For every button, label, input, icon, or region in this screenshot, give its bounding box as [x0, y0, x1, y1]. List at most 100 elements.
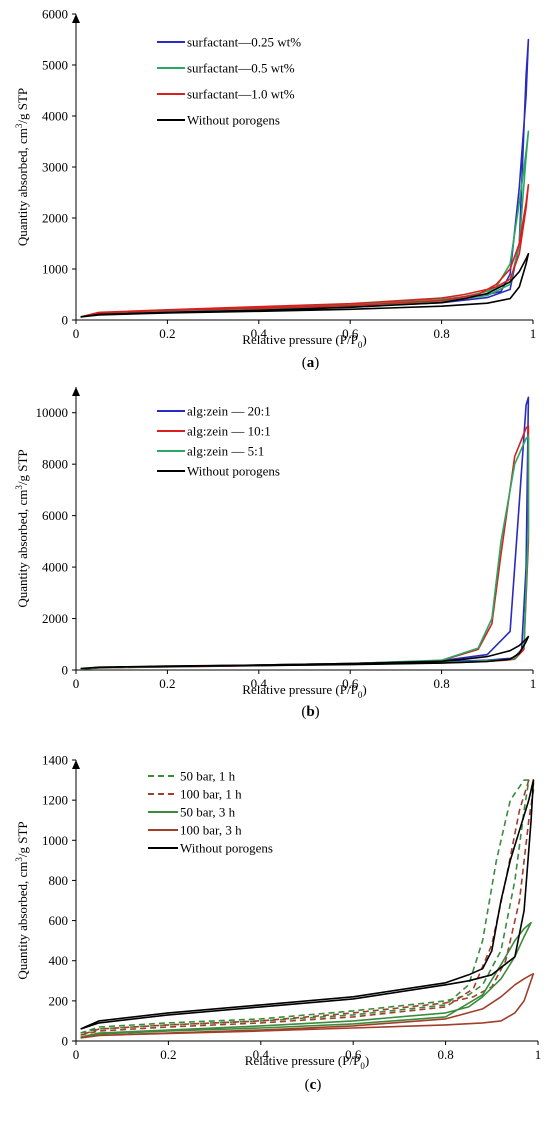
- x-axis-label-end: ): [362, 332, 366, 347]
- caption-letter: a: [307, 355, 315, 371]
- y-tick-label: 10000: [36, 405, 69, 420]
- x-axis-label: Relative pressure (P/P0): [245, 1053, 369, 1071]
- y-tick-label: 800: [49, 873, 69, 888]
- legend-label: Without porogens: [180, 841, 273, 856]
- y-axis-label-text: Quantity absorbed, cm: [15, 128, 30, 246]
- y-axis-label: Quantity absorbed, cm3/g STP: [14, 449, 30, 607]
- x-tick-label: 0: [73, 326, 80, 341]
- y-axis-arrow: [72, 387, 80, 396]
- y-axis-label: Quantity absorbed, cm3/g STP: [14, 88, 30, 246]
- x-axis-label-subscript: 0: [360, 1061, 365, 1071]
- y-axis-label: Quantity absorbed, cm3/g STP: [14, 821, 30, 979]
- series-line-4: [80, 635, 530, 670]
- series-line-3: [80, 435, 530, 670]
- y-tick-label: 5000: [42, 58, 68, 73]
- x-axis-label: Relative pressure (P/P0): [242, 332, 366, 350]
- x-axis-label-end: ): [365, 1053, 369, 1068]
- chart-panel-a: 0 0.2 0.4 0.6 0.8 1 0 1000 2000 3000 4000 5000 6000 R…: [14, 7, 536, 372]
- series-line-1: [80, 38, 530, 318]
- x-axis-label-text: Relative pressure (P/P: [245, 1053, 361, 1068]
- legend-label: alg:zein — 5:1: [187, 444, 264, 459]
- y-tick-label: 400: [49, 953, 69, 968]
- y-axis-label-end: /g STP: [15, 821, 30, 857]
- caption-close-paren: ): [315, 704, 320, 720]
- y-tick-label: 2000: [42, 211, 68, 226]
- series-line-4: [80, 972, 535, 1039]
- y-tick-label: 6000: [42, 7, 68, 22]
- x-tick-label: 0.2: [159, 676, 175, 691]
- legend: alg:zein — 20:1 alg:zein — 10:1 alg:zein —…: [157, 404, 280, 479]
- y-tick-label: 0: [62, 313, 69, 328]
- y-axis-label-text: Quantity absorbed, cm: [15, 862, 30, 980]
- legend: 50 bar, 1 h 100 bar, 1 h 50 bar, 3 h 100 ba…: [148, 769, 273, 856]
- legend-label: Without porogens: [187, 464, 280, 479]
- x-tick-label: 0.8: [433, 326, 449, 341]
- y-tick-label: 4000: [42, 560, 68, 575]
- x-tick-label: 0.2: [159, 326, 175, 341]
- panel-caption: (b): [301, 704, 319, 720]
- x-tick-label: 0.4: [253, 1047, 270, 1062]
- x-axis-label-text: Relative pressure (P/P: [242, 332, 358, 347]
- x-tick-label: 0.6: [345, 1047, 362, 1062]
- legend-label: Without porogens: [187, 113, 280, 128]
- chart-panel-b: 0 0.2 0.4 0.6 0.8 1 0 2000 4000 6000 8000 10000 Rela…: [14, 387, 536, 720]
- x-axis-label-subscript: 0: [358, 690, 363, 700]
- legend-label: surfactant—0.5 wt%: [187, 61, 295, 76]
- caption-open-paren: (: [302, 355, 307, 371]
- caption-close-paren: ): [316, 1077, 321, 1093]
- y-tick-label: 2000: [42, 611, 68, 626]
- y-axis-label-text: Quantity absorbed, cm: [15, 490, 30, 608]
- y-axis-label-superscript: 3: [14, 485, 24, 490]
- y-tick-label: 0: [62, 1034, 69, 1049]
- x-tick-label: 1: [530, 326, 537, 341]
- series-line-4: [80, 252, 530, 318]
- series-line-2: [80, 779, 535, 1036]
- legend-label: surfactant—1.0 wt%: [187, 87, 295, 102]
- series-line-3: [80, 921, 532, 1038]
- y-axis-label-superscript: 3: [14, 123, 24, 128]
- y-tick-label: 8000: [42, 457, 68, 472]
- legend-label: alg:zein — 20:1: [187, 404, 271, 419]
- y-tick-label: 1000: [42, 262, 68, 277]
- series-line-3: [80, 184, 530, 318]
- caption-open-paren: (: [301, 704, 306, 720]
- caption-letter: b: [306, 704, 314, 720]
- panel-caption: (c): [305, 1077, 322, 1093]
- x-axis-label-text: Relative pressure (P/P: [242, 682, 358, 697]
- chart-panel-c: 0 0.2 0.4 0.6 0.8 1 0 200 400 600 800 1000 1200 1400 R…: [14, 753, 541, 1094]
- y-axis-arrow: [72, 14, 80, 23]
- x-tick-label: 0: [73, 1047, 80, 1062]
- legend-label: 50 bar, 3 h: [180, 805, 236, 820]
- x-tick-label: 0.6: [342, 676, 359, 691]
- y-tick-label: 1200: [42, 793, 68, 808]
- x-tick-label: 0.4: [251, 326, 268, 341]
- x-tick-label: 0.8: [437, 1047, 453, 1062]
- series-line-1: [80, 779, 530, 1034]
- legend-label: 50 bar, 1 h: [180, 769, 236, 784]
- y-tick-label: 1400: [42, 753, 68, 768]
- legend-label: surfactant—0.25 wt%: [187, 35, 301, 50]
- x-tick-label: 0.6: [342, 326, 359, 341]
- series-line-2: [80, 130, 530, 318]
- y-tick-label: 4000: [42, 109, 68, 124]
- y-axis-label-superscript: 3: [14, 857, 24, 862]
- y-tick-label: 600: [49, 913, 69, 928]
- y-tick-label: 3000: [42, 160, 68, 175]
- y-tick-label: 6000: [42, 508, 68, 523]
- caption-open-paren: (: [305, 1077, 310, 1093]
- x-tick-label: 0.2: [160, 1047, 176, 1062]
- y-tick-label: 1000: [42, 833, 68, 848]
- y-axis-arrow: [72, 760, 80, 769]
- x-axis-label-end: ): [362, 682, 366, 697]
- panel-caption: (a): [302, 355, 320, 371]
- x-tick-label: 0.8: [433, 676, 449, 691]
- caption-close-paren: ): [314, 355, 319, 371]
- x-tick-label: 1: [535, 1047, 542, 1062]
- series-line-1: [80, 396, 530, 670]
- x-tick-label: 0: [73, 676, 80, 691]
- x-axis-label-subscript: 0: [358, 340, 363, 350]
- x-axis-label: Relative pressure (P/P0): [242, 682, 366, 700]
- caption-letter: c: [310, 1077, 317, 1093]
- x-tick-label: 1: [530, 676, 537, 691]
